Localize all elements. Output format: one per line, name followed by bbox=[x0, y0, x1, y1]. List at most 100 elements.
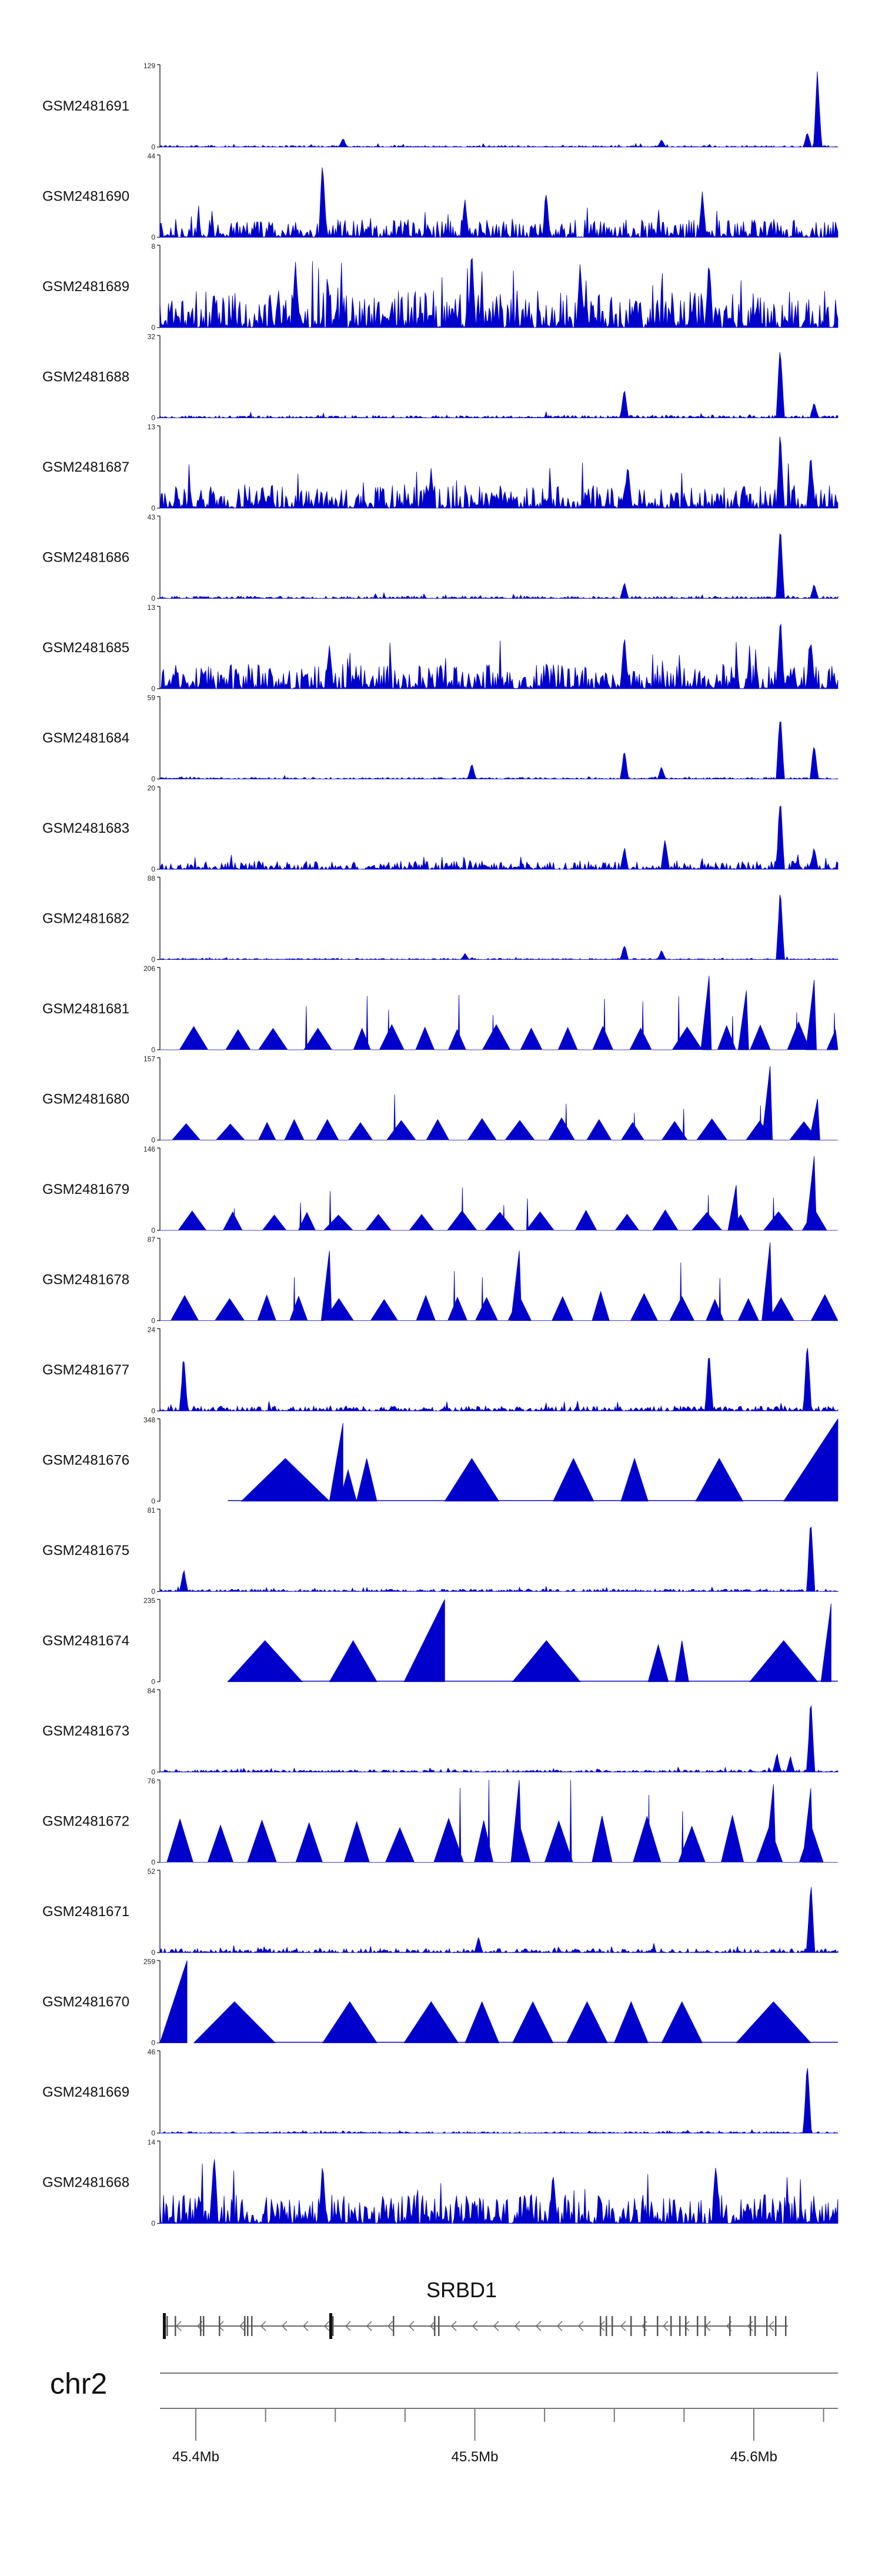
track-signal bbox=[159, 623, 838, 690]
track-GSM2481672: GSM2481672 76 0 bbox=[42, 1777, 838, 1867]
track-GSM2481679: GSM2481679 146 0 bbox=[42, 1145, 838, 1234]
track-ymin-label: 0 bbox=[151, 1226, 155, 1234]
track-label: GSM2481679 bbox=[42, 1182, 129, 1197]
track-ymin-label: 0 bbox=[151, 775, 155, 783]
track-GSM2481687: GSM2481687 13 0 bbox=[42, 423, 838, 512]
track-GSM2481668: GSM2481668 14 0 bbox=[42, 2138, 838, 2228]
track-ymax-label: 32 bbox=[148, 333, 156, 341]
exon bbox=[704, 2316, 706, 2336]
exon bbox=[766, 2316, 768, 2336]
track-ymax-label: 259 bbox=[143, 1958, 155, 1966]
track-signal bbox=[240, 1418, 838, 1501]
track-ymin-label: 0 bbox=[151, 1497, 155, 1506]
track-GSM2481676: GSM2481676 348 0 bbox=[42, 1416, 838, 1506]
track-signal bbox=[159, 1526, 838, 1592]
track-label: GSM2481670 bbox=[42, 1994, 129, 2010]
track-ymax-label: 46 bbox=[148, 2048, 156, 2056]
gene-exons bbox=[163, 2313, 787, 2339]
track-ymax-label: 76 bbox=[148, 1777, 156, 1786]
track-signal bbox=[227, 1599, 831, 1682]
track-label: GSM2481673 bbox=[42, 1723, 129, 1739]
track-label: GSM2481690 bbox=[42, 189, 129, 205]
exon bbox=[200, 2316, 202, 2336]
exon bbox=[657, 2316, 659, 2336]
track-label: GSM2481688 bbox=[42, 369, 129, 385]
exon bbox=[219, 2316, 220, 2336]
strand-arrow bbox=[450, 2321, 457, 2331]
exon bbox=[244, 2316, 246, 2336]
track-ymax-label: 81 bbox=[148, 1506, 156, 1514]
exon bbox=[644, 2316, 646, 2336]
exon bbox=[329, 2313, 332, 2339]
track-ymax-label: 52 bbox=[148, 1867, 156, 1876]
track-signal bbox=[159, 1887, 838, 1954]
track-label: GSM2481677 bbox=[42, 1362, 129, 1378]
strand-arrow bbox=[493, 2321, 499, 2331]
track-signal bbox=[160, 1780, 838, 1863]
track-GSM2481686: GSM2481686 43 0 bbox=[42, 513, 838, 603]
exon bbox=[754, 2316, 756, 2336]
track-ymin-label: 0 bbox=[151, 865, 155, 873]
track-ymax-label: 348 bbox=[143, 1416, 155, 1424]
track-ymin-label: 0 bbox=[151, 1587, 155, 1596]
track-signal bbox=[159, 2068, 838, 2134]
track-GSM2481678: GSM2481678 87 0 bbox=[42, 1236, 838, 1325]
exon bbox=[600, 2316, 602, 2336]
track-label: GSM2481681 bbox=[42, 1001, 129, 1017]
track-ymin-label: 0 bbox=[151, 504, 155, 512]
track-ymin-label: 0 bbox=[151, 1136, 155, 1144]
track-label: GSM2481682 bbox=[42, 911, 129, 927]
track-signal bbox=[160, 1242, 838, 1321]
track-GSM2481675: GSM2481675 81 0 bbox=[42, 1506, 838, 1596]
track-ymax-label: 44 bbox=[148, 152, 156, 161]
track-signal bbox=[159, 1960, 811, 2043]
track-ymax-label: 235 bbox=[143, 1597, 155, 1605]
strand-arrow bbox=[260, 2321, 266, 2331]
track-label: GSM2481668 bbox=[42, 2175, 129, 2191]
track-ymax-label: 14 bbox=[148, 2138, 156, 2147]
track-ymin-label: 0 bbox=[151, 956, 155, 964]
track-ymax-label: 43 bbox=[148, 513, 156, 522]
track-ymax-label: 20 bbox=[148, 784, 156, 792]
track-GSM2481680: GSM2481680 157 0 bbox=[42, 1055, 838, 1144]
strand-arrow bbox=[175, 2321, 182, 2331]
signal-tracks: GSM24816911290GSM2481690440GSM248168980G… bbox=[42, 62, 838, 2228]
strand-arrow bbox=[387, 2321, 393, 2331]
track-ymax-label: 146 bbox=[143, 1145, 155, 1153]
exon bbox=[785, 2316, 787, 2336]
track-signal bbox=[159, 258, 838, 329]
strand-arrow bbox=[620, 2321, 626, 2331]
track-ymax-label: 8 bbox=[151, 242, 155, 251]
track-signal bbox=[159, 436, 838, 509]
track-ymax-label: 13 bbox=[148, 423, 156, 431]
exon bbox=[685, 2316, 687, 2336]
track-label: GSM2481674 bbox=[42, 1633, 129, 1649]
track-GSM2481671: GSM2481671 52 0 bbox=[42, 1867, 838, 1957]
track-label: GSM2481669 bbox=[42, 2084, 129, 2100]
strand-arrow bbox=[366, 2321, 372, 2331]
exon bbox=[163, 2313, 166, 2339]
track-label: GSM2481685 bbox=[42, 640, 129, 656]
strand-arrow bbox=[472, 2321, 478, 2331]
exon bbox=[438, 2316, 440, 2336]
track-signal bbox=[159, 167, 838, 238]
track-GSM2481681: GSM2481681 206 0 bbox=[42, 965, 838, 1054]
strand-arrow bbox=[577, 2321, 584, 2331]
track-label: GSM2481675 bbox=[42, 1543, 129, 1559]
chromosome-label: chr2 bbox=[50, 2367, 107, 2400]
exon bbox=[612, 2316, 613, 2336]
strand-arrow bbox=[345, 2321, 351, 2331]
strand-arrow bbox=[323, 2321, 330, 2331]
track-signal bbox=[159, 533, 838, 599]
track-GSM2481683: GSM2481683 20 0 bbox=[42, 784, 838, 873]
track-ymin-label: 0 bbox=[151, 143, 155, 151]
track-label: GSM2481689 bbox=[42, 279, 129, 295]
track-ymin-label: 0 bbox=[151, 595, 155, 603]
track-ymin-label: 0 bbox=[151, 2039, 155, 2047]
strand-arrow bbox=[429, 2321, 436, 2331]
track-GSM2481689: GSM2481689 8 0 bbox=[42, 242, 838, 332]
axis-tick-label: 45.5Mb bbox=[451, 2449, 498, 2465]
strand-arrow bbox=[768, 2321, 774, 2331]
exon bbox=[750, 2316, 751, 2336]
axis-ticks: 45.4Mb 45.5Mb 45.6Mb bbox=[172, 2408, 824, 2465]
